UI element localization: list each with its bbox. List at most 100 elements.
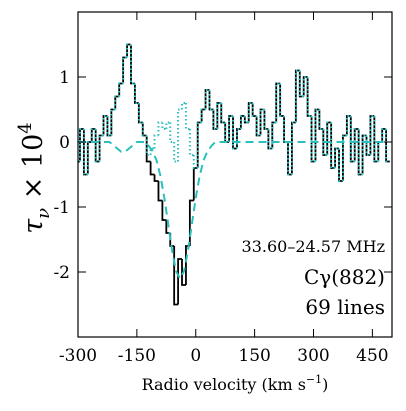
y-label-sub: ν <box>33 208 54 219</box>
model-step <box>232 116 237 150</box>
x-tick-label: 0 <box>190 346 201 366</box>
x-tick-label: -150 <box>118 346 156 366</box>
plot-area <box>78 43 391 306</box>
data-step <box>141 122 147 137</box>
x-tick-label: 150 <box>238 346 270 366</box>
data-step <box>177 258 183 305</box>
data-step <box>255 116 261 137</box>
x-axis-label: Radio velocity (km s−1) <box>142 373 329 394</box>
y-tick-label: 0 <box>59 133 70 153</box>
data-step <box>212 109 218 130</box>
model-step <box>188 129 194 156</box>
model-step <box>169 122 175 143</box>
model-step <box>90 128 96 142</box>
model-step <box>294 69 300 123</box>
model-step <box>381 128 387 142</box>
annotation: 33.60–24.57 MHz <box>242 237 385 256</box>
model-step <box>385 129 391 163</box>
data-step <box>181 259 186 286</box>
data-step <box>204 89 210 110</box>
model-step <box>157 121 163 136</box>
data-step <box>157 181 163 202</box>
model-step <box>228 115 234 142</box>
data-step <box>263 109 269 130</box>
x-label-main: Radio velocity (km s <box>142 375 306 394</box>
model-step <box>165 121 171 129</box>
model-step <box>259 108 265 136</box>
x-tick-label: 450 <box>356 346 388 366</box>
model-step <box>184 103 190 130</box>
model-step <box>126 43 131 58</box>
x-label-sup: −1 <box>306 373 322 386</box>
data-step <box>134 83 139 104</box>
model-step <box>341 134 347 181</box>
model-step <box>141 122 147 137</box>
model-step <box>200 108 206 123</box>
model-step <box>322 129 328 156</box>
model-step <box>118 82 124 97</box>
data-step <box>106 116 112 137</box>
x-tick-label: 300 <box>297 346 329 366</box>
model-step <box>357 129 363 176</box>
data-step <box>161 200 167 221</box>
model-step <box>373 116 379 163</box>
data-step <box>247 102 253 123</box>
model-step <box>349 116 355 163</box>
data-step <box>102 115 108 136</box>
model-step <box>78 128 84 162</box>
data-step <box>267 129 273 150</box>
model-step <box>86 141 92 175</box>
model-step <box>290 121 296 175</box>
x-tick-label: -300 <box>59 346 97 366</box>
model-step <box>181 102 186 110</box>
model-step <box>149 147 155 155</box>
model-step <box>330 122 336 169</box>
model-step <box>314 108 320 162</box>
y-tick-label: -1 <box>53 198 70 218</box>
model-step <box>216 102 222 129</box>
model-step <box>306 77 312 117</box>
model-step <box>286 142 292 176</box>
data-step <box>185 245 190 285</box>
y-tick-label: -2 <box>53 263 70 283</box>
model-step <box>271 121 277 149</box>
data-step <box>118 82 124 97</box>
data-step <box>196 121 202 168</box>
data-step <box>188 199 194 246</box>
annotation: 69 lines <box>305 295 385 319</box>
model-step <box>110 108 116 136</box>
y-label-sup: 4 <box>15 122 36 133</box>
fit-line <box>78 141 389 281</box>
model-step <box>177 108 183 162</box>
annotation: Cγ(882) <box>304 265 385 289</box>
model-step <box>251 103 257 117</box>
data-step <box>302 76 308 97</box>
data-step <box>149 161 155 176</box>
model-step <box>129 44 135 85</box>
axes-frame <box>77 11 393 338</box>
model-step <box>153 134 159 149</box>
data-step <box>208 90 214 111</box>
model-step <box>243 116 249 124</box>
model-step <box>94 129 100 163</box>
model-step <box>196 121 202 168</box>
y-label-main: τ <box>18 218 49 234</box>
data-step <box>251 103 257 117</box>
model-step <box>114 95 120 110</box>
model-step <box>298 70 304 98</box>
data-step <box>153 174 159 182</box>
model-step <box>98 134 104 162</box>
y-axis-label: τν × 104 <box>15 122 54 234</box>
data-step <box>334 147 340 168</box>
data-step <box>200 108 206 123</box>
model-step <box>82 129 88 176</box>
model-step <box>353 128 359 162</box>
model-step <box>338 148 343 182</box>
data-step <box>220 103 226 124</box>
y-tick-label: 1 <box>59 68 70 88</box>
y-label-times: × 10 <box>18 134 49 208</box>
model-step <box>361 134 367 175</box>
data-step <box>114 95 120 110</box>
model-step <box>326 121 332 155</box>
